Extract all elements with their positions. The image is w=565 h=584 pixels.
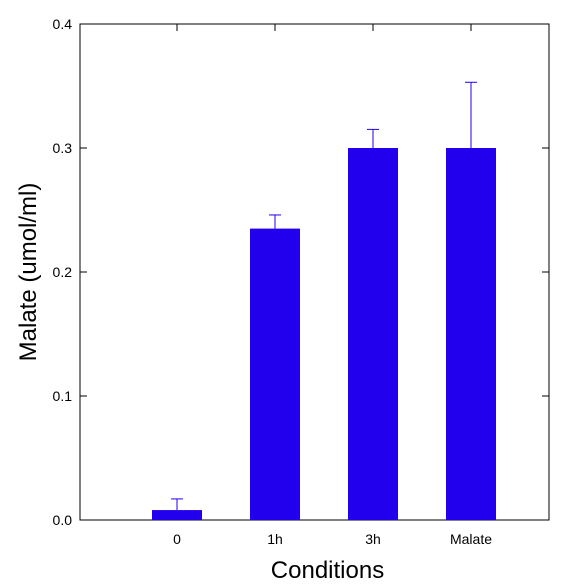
bar: [446, 148, 496, 520]
bar: [250, 228, 300, 520]
y-tick-label: 0.3: [53, 140, 73, 156]
x-axis-title: Conditions: [271, 557, 384, 584]
y-axis-ticks: 0.0 0.1 0.2 0.3 0.4: [53, 16, 549, 528]
y-tick-label: 0.2: [53, 264, 73, 280]
x-axis-ticks: 0 1h 3h Malate: [173, 24, 492, 547]
y-tick-label: 0.1: [53, 388, 73, 404]
y-axis-title: Malate (umol/ml): [15, 183, 42, 362]
bar: [152, 510, 202, 520]
x-tick-label: 3h: [365, 531, 381, 547]
bar-series: [152, 81, 496, 520]
y-tick-label: 0.4: [53, 16, 73, 32]
x-tick-label: 1h: [267, 531, 283, 547]
x-tick-label: 0: [173, 531, 181, 547]
y-tick-label: 0.0: [53, 512, 73, 528]
bar: [348, 148, 398, 520]
x-tick-label: Malate: [450, 531, 492, 547]
